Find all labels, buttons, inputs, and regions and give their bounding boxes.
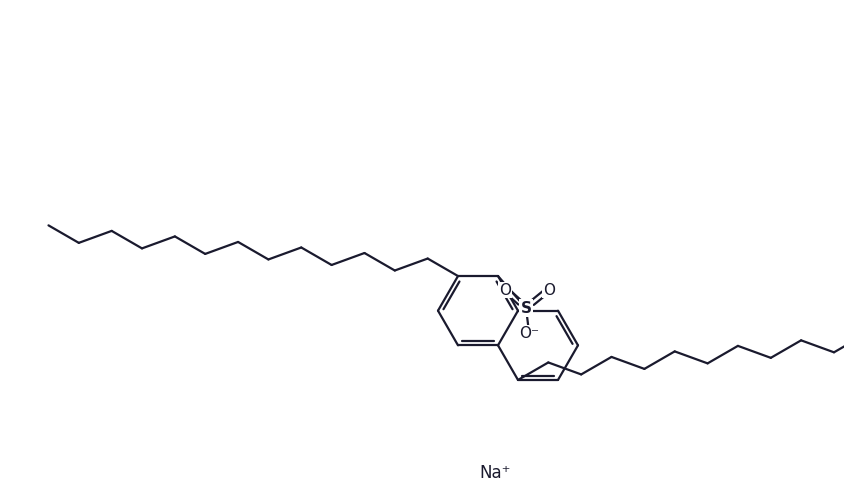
Text: O⁻: O⁻	[518, 326, 538, 341]
Text: S: S	[520, 300, 531, 315]
Text: Na⁺: Na⁺	[479, 464, 510, 482]
Text: O: O	[543, 283, 555, 297]
Text: O: O	[499, 283, 511, 297]
